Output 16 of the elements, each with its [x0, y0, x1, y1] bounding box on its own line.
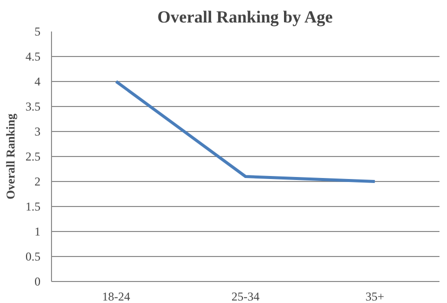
y-tick-label: 2: [34, 174, 40, 188]
y-tick-label: 3: [34, 124, 40, 138]
x-tick-label: 35+: [365, 290, 384, 303]
x-tick-label: 25-34: [232, 290, 260, 303]
chart-title: Overall Ranking by Age: [157, 8, 334, 26]
y-tick-label: 3.5: [26, 100, 40, 114]
y-tick-label: 5: [34, 24, 40, 38]
y-tick-label: 4: [34, 74, 40, 88]
y-tick-label: 0: [34, 274, 40, 288]
y-tick-label: 4.5: [26, 50, 40, 64]
y-axis-title: Overall Ranking: [4, 114, 18, 200]
y-tick-label: 1.5: [26, 200, 40, 214]
y-tick-label: 0.5: [26, 250, 40, 264]
y-tick-label: 1: [34, 224, 40, 238]
y-tick-label: 2.5: [26, 150, 40, 164]
x-tick-label: 18-24: [102, 290, 130, 303]
